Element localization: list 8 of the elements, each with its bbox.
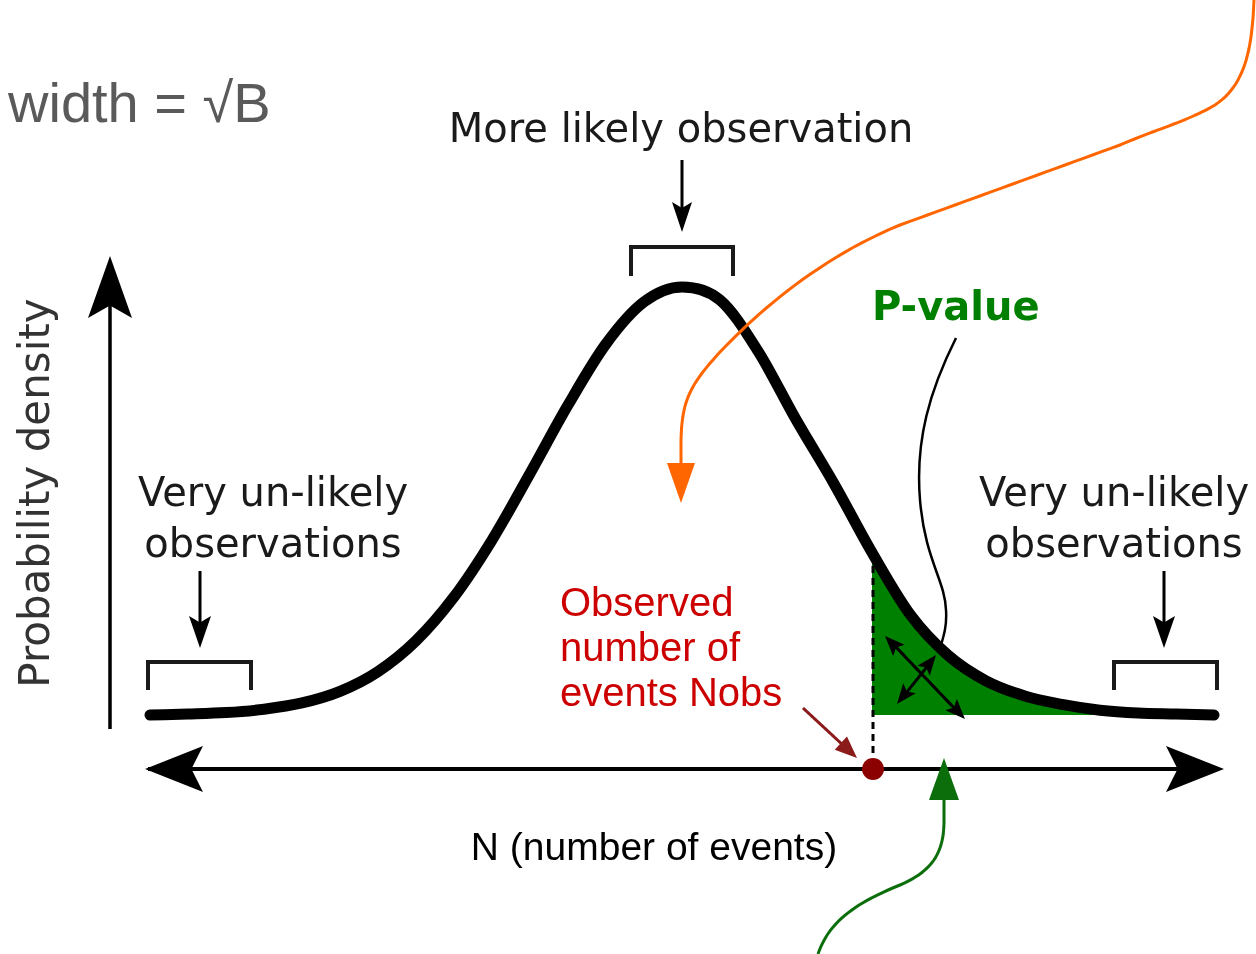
annotation: Very un-likely observations [137, 469, 409, 566]
x-axis-title: N (number of events) [470, 825, 838, 868]
annotation: Very un-likely observations [978, 469, 1250, 566]
y-axis-title: Probability density [9, 298, 59, 688]
text: width = √B [7, 71, 271, 134]
text: More likely observation [448, 105, 914, 151]
annotation: Observed number of events Nobs [560, 580, 783, 714]
text: P-value [872, 283, 1040, 329]
